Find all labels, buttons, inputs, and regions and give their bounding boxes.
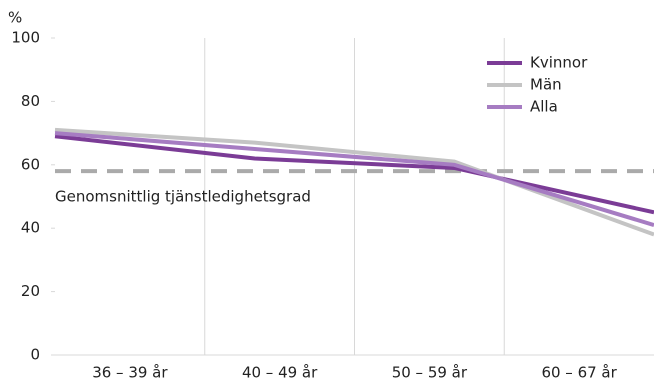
x-tick-label: 50 – 59 år [392, 364, 468, 380]
y-tick-label: 0 [30, 346, 40, 364]
y-tick-label: 40 [21, 219, 40, 237]
line-series [54, 131, 654, 227]
y-tick-label: 80 [21, 92, 40, 110]
y-axis-label: % [8, 9, 22, 27]
line-series [54, 127, 654, 237]
legend-label: Kvinnor [530, 54, 588, 72]
y-tick-label: 60 [21, 155, 40, 173]
line-series [54, 134, 654, 215]
y-tick-label: 20 [21, 282, 40, 300]
legend-label: Män [530, 76, 562, 94]
legend-label: Alla [530, 98, 558, 116]
x-tick-label: 40 – 49 år [242, 364, 318, 380]
x-tick-label: 36 – 39 år [92, 364, 168, 380]
reference-label: Genomsnittlig tjänstledighetsgrad [55, 188, 311, 206]
x-tick-label: 60 – 67 år [541, 364, 617, 380]
y-tick-label: 100 [11, 29, 40, 47]
